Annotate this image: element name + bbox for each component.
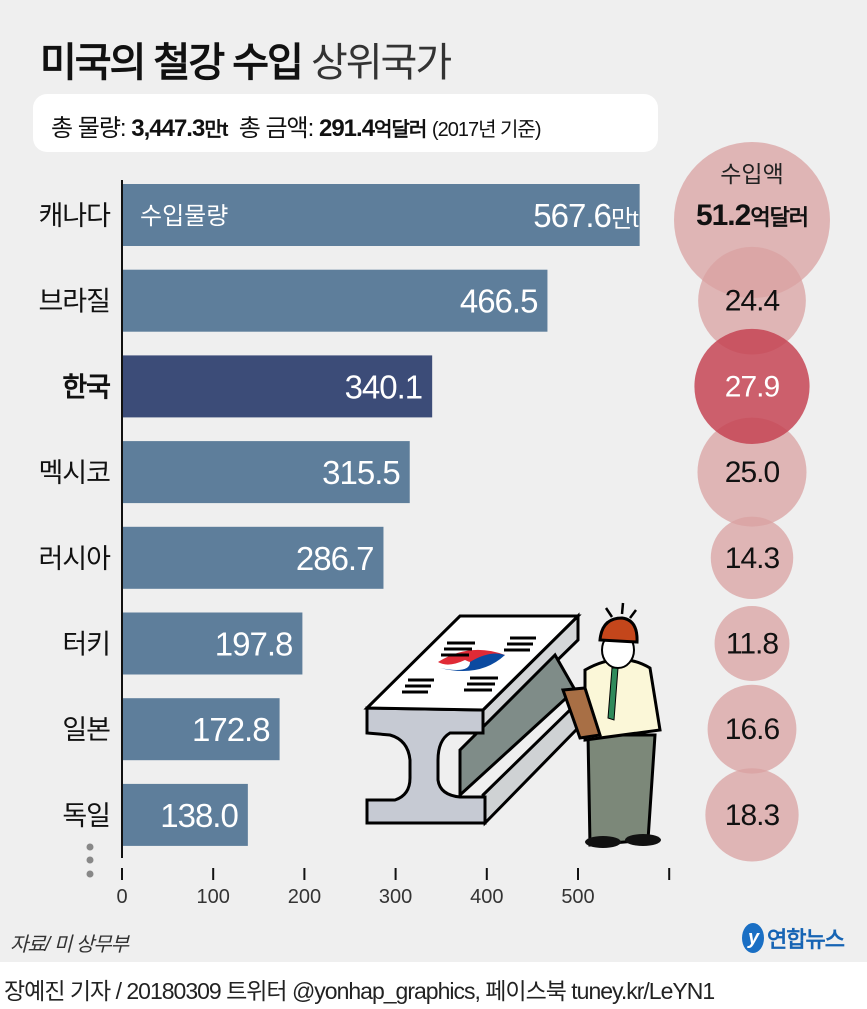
bar-2: [122, 355, 433, 418]
x-tick-label: 300: [379, 886, 412, 908]
bar-3: [122, 441, 410, 504]
category-label: 일본: [62, 715, 110, 745]
ellipsis-dot: [86, 870, 94, 878]
amount-circle-7: [705, 768, 799, 862]
x-tick-label: 0: [116, 886, 127, 908]
bar-4: [122, 526, 384, 589]
volume-label: 총 물량:: [51, 115, 127, 142]
ellipsis-dot: [86, 856, 94, 864]
series-label: 수입물량: [140, 203, 228, 230]
amount-circle-1: [698, 246, 806, 355]
amount-label: 총 금액:: [238, 115, 315, 142]
bar-value-label: 340.1: [345, 368, 423, 405]
amount-label: 18.3: [725, 799, 780, 832]
amount-circle-3: [697, 417, 807, 527]
summary-box: 총 물량: 3,447.3만t 총 금액: 291.4억달러 (2017년 기준…: [33, 94, 658, 152]
logo-text: 연합뉴스: [767, 927, 845, 952]
x-tick-label: 500: [561, 886, 594, 908]
bar-value-label: 315.5: [322, 454, 400, 491]
category-label: 멕시코: [38, 458, 110, 488]
bar-value-label: 172.8: [192, 711, 270, 748]
bar-6: [122, 698, 280, 761]
category-label: 러시아: [38, 544, 111, 574]
amount-circles: 수입액 51.2억달러 24.4 27.9 25.0 14.3 11.8 16.6 18.3: [674, 142, 830, 862]
x-tick-label: 400: [470, 886, 503, 908]
bar-chart: 수입액 51.2억달러 24.4 27.9 25.0 14.3 11.8 16.6 18.3 캐…: [38, 142, 830, 908]
amount-circle-5: [714, 606, 790, 681]
category-label: 독일: [62, 801, 110, 831]
amount-header: 수입액: [720, 161, 783, 187]
amount-circle-0: [674, 142, 830, 298]
amount-label: 14.3: [725, 542, 780, 575]
source-note: 자료/ 미 상무부: [10, 934, 129, 956]
yonhap-logo: y 연합뉴스: [742, 922, 845, 954]
bar-7: [122, 783, 248, 846]
category-label: 캐나다: [38, 201, 111, 231]
bar-value-label: 197.8: [215, 626, 293, 663]
credit-line: 장예진 기자 / 20180309 트위터 @yonhap_graphics, …: [4, 978, 715, 1004]
volume-value: 3,447.3: [131, 115, 205, 142]
x-tick-label: 200: [288, 886, 321, 908]
logo-mark-icon: y: [742, 923, 764, 953]
bar-value-label: 466.5: [460, 283, 538, 320]
x-tick-label: 100: [197, 886, 230, 908]
category-label: 한국: [62, 372, 110, 402]
worker-illustration: [560, 602, 662, 848]
x-axis: 0 100 200 300 400 500: [86, 180, 671, 908]
amount-label: 27.9: [725, 370, 780, 403]
amount-label: 24.4: [725, 285, 780, 318]
title-light: 상위국가: [310, 41, 452, 85]
amount-circle-2: [694, 328, 810, 444]
amount-circle-6: [707, 684, 797, 774]
page-title: 미국의 철강 수입 상위국가: [40, 30, 452, 88]
volume-unit: 만t: [204, 119, 228, 141]
flag-trigrams: [402, 636, 536, 694]
bar-value-label: 138.0: [160, 797, 238, 834]
bar-0: [122, 184, 640, 246]
ellipsis-dot: [86, 843, 94, 851]
amount-circle-4: [710, 516, 794, 600]
category-label: 터키: [62, 630, 110, 660]
bar-1: [122, 269, 548, 332]
bar-5: [122, 612, 303, 675]
title-bold: 미국의 철강 수입: [40, 41, 304, 85]
amount-label: 11.8: [726, 628, 778, 661]
amount-value: 291.4: [318, 115, 375, 142]
amount-label: 16.6: [725, 713, 780, 746]
amount-unit: 억달러: [374, 119, 427, 141]
category-label: 브라질: [38, 287, 110, 317]
amount-label: 25.0: [725, 456, 780, 489]
summary-note: (2017년 기준): [431, 119, 542, 141]
amount-label: 51.2억달러: [696, 199, 808, 232]
steel-beam-illustration: [363, 602, 662, 848]
bar-value-label: 286.7: [296, 540, 374, 577]
